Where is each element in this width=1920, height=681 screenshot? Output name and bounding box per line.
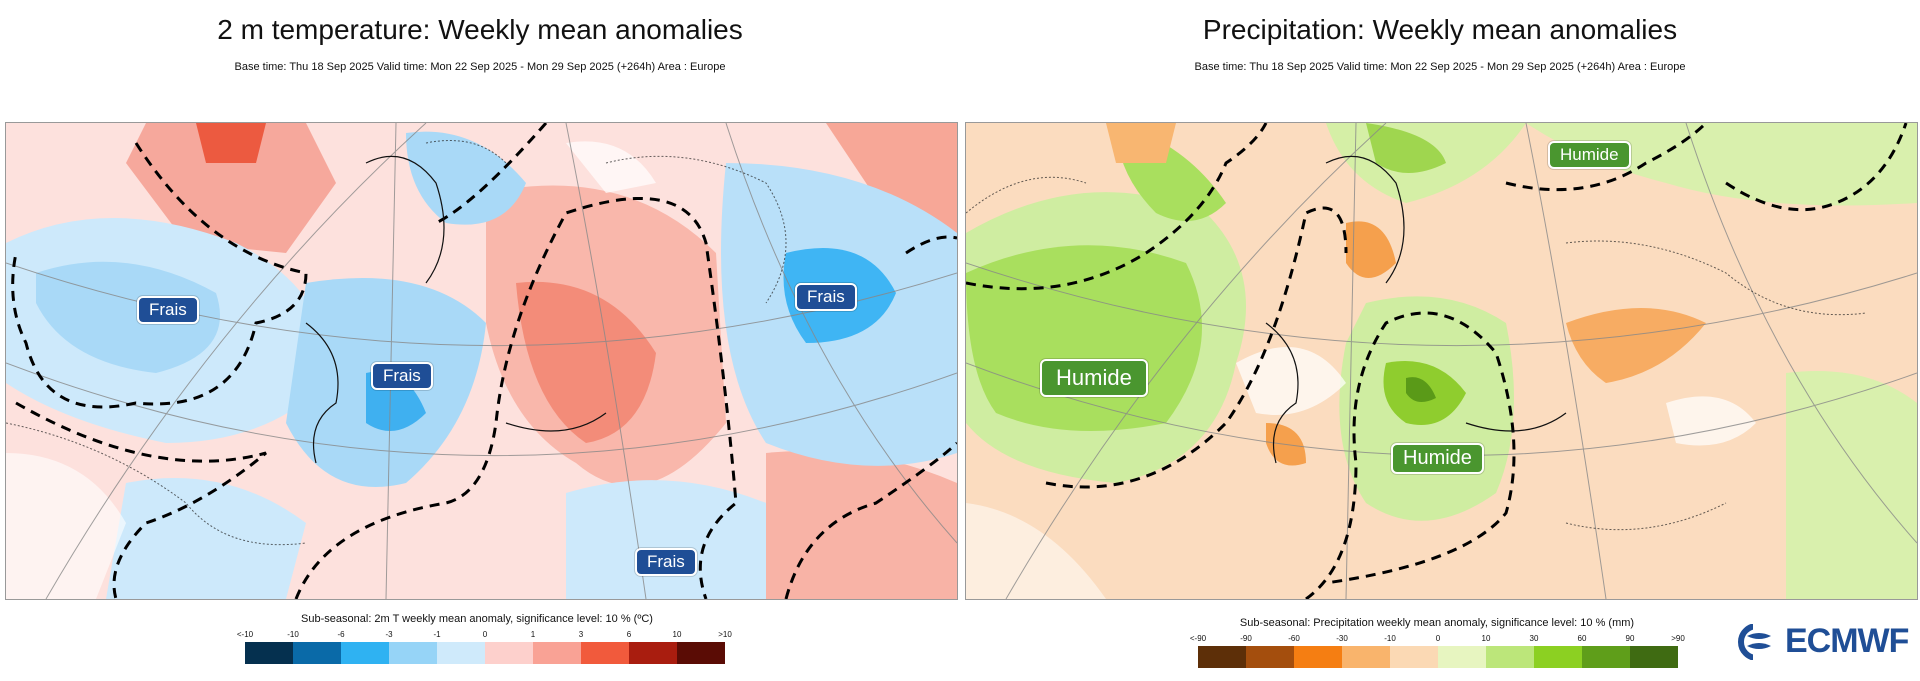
legend-swatch	[629, 642, 677, 664]
legend-tick: 30	[1529, 634, 1539, 643]
legend-swatch	[1486, 646, 1534, 668]
legend-tick: <-10	[236, 630, 254, 639]
legend-tick: 1	[530, 630, 536, 639]
cold-label: Frais	[635, 548, 697, 576]
legend-tick: 10	[1481, 634, 1491, 643]
cold-label: Frais	[137, 296, 199, 324]
legend-swatch	[1630, 646, 1678, 668]
ecmwf-logo-text: ECMWF	[1785, 622, 1909, 660]
legend-swatch	[533, 642, 581, 664]
legend-tick: -10	[1384, 634, 1396, 643]
legend-tick: 90	[1625, 634, 1635, 643]
legend-swatch	[581, 642, 629, 664]
legend-swatch	[245, 642, 293, 664]
legend-tick: -60	[1288, 634, 1300, 643]
legend-swatch	[1390, 646, 1438, 668]
legend-tick: 3	[578, 630, 584, 639]
legend-tick: >90	[1671, 634, 1685, 643]
legend-swatch	[677, 642, 725, 664]
cold-label: Frais	[371, 362, 433, 390]
ecmwf-logo: ECMWF	[1737, 622, 1909, 661]
legend-tick: 10	[672, 630, 682, 639]
temperature-legend-ticks: <-10 -10 -6 -3 -1 0 1 3 6 10 >10	[237, 630, 732, 640]
legend-tick: -10	[287, 630, 299, 639]
legend-tick: -90	[1240, 634, 1252, 643]
ecmwf-logo-icon	[1738, 623, 1781, 660]
legend-swatch	[1438, 646, 1486, 668]
legend-swatch	[1534, 646, 1582, 668]
legend-tick: -3	[385, 630, 393, 639]
temperature-anomaly-map	[5, 122, 958, 600]
legend-tick: >10	[718, 630, 732, 639]
cold-label: Frais	[795, 283, 857, 311]
legend-swatch	[293, 642, 341, 664]
legend-swatch	[1582, 646, 1630, 668]
temperature-legend-title: Sub-seasonal: 2m T weekly mean anomaly, …	[301, 613, 653, 625]
legend-tick: 6	[626, 630, 632, 639]
precipitation-legend-ticks: <-90 -90 -60 -30 -10 0 10 30 60 90 >90	[1190, 634, 1685, 644]
precipitation-title: Precipitation: Weekly mean anomalies	[1202, 14, 1678, 45]
legend-tick: -30	[1336, 634, 1348, 643]
wet-label: Humide	[1040, 359, 1148, 397]
precipitation-color-bar	[1198, 646, 1678, 668]
precipitation-subtitle: Base time: Thu 18 Sep 2025 Valid time: M…	[1194, 61, 1686, 73]
legend-swatch	[1294, 646, 1342, 668]
legend-swatch	[1246, 646, 1294, 668]
legend-swatch	[341, 642, 389, 664]
temperature-subtitle: Base time: Thu 18 Sep 2025 Valid time: M…	[234, 61, 726, 73]
legend-swatch	[1342, 646, 1390, 668]
wet-label: Humide	[1548, 141, 1631, 169]
legend-swatch	[437, 642, 485, 664]
legend-swatch	[389, 642, 437, 664]
temperature-color-bar	[245, 642, 725, 664]
legend-tick: 0	[482, 630, 488, 639]
legend-tick: -6	[337, 630, 345, 639]
legend-tick: <-90	[1189, 634, 1207, 643]
legend-tick: -1	[433, 630, 441, 639]
legend-swatch	[485, 642, 533, 664]
legend-tick: 60	[1577, 634, 1587, 643]
legend-swatch	[1198, 646, 1246, 668]
legend-tick: 0	[1435, 634, 1441, 643]
temperature-title: 2 m temperature: Weekly mean anomalies	[217, 14, 743, 45]
wet-label: Humide	[1391, 443, 1484, 474]
precipitation-legend-title: Sub-seasonal: Precipitation weekly mean …	[1239, 617, 1635, 629]
